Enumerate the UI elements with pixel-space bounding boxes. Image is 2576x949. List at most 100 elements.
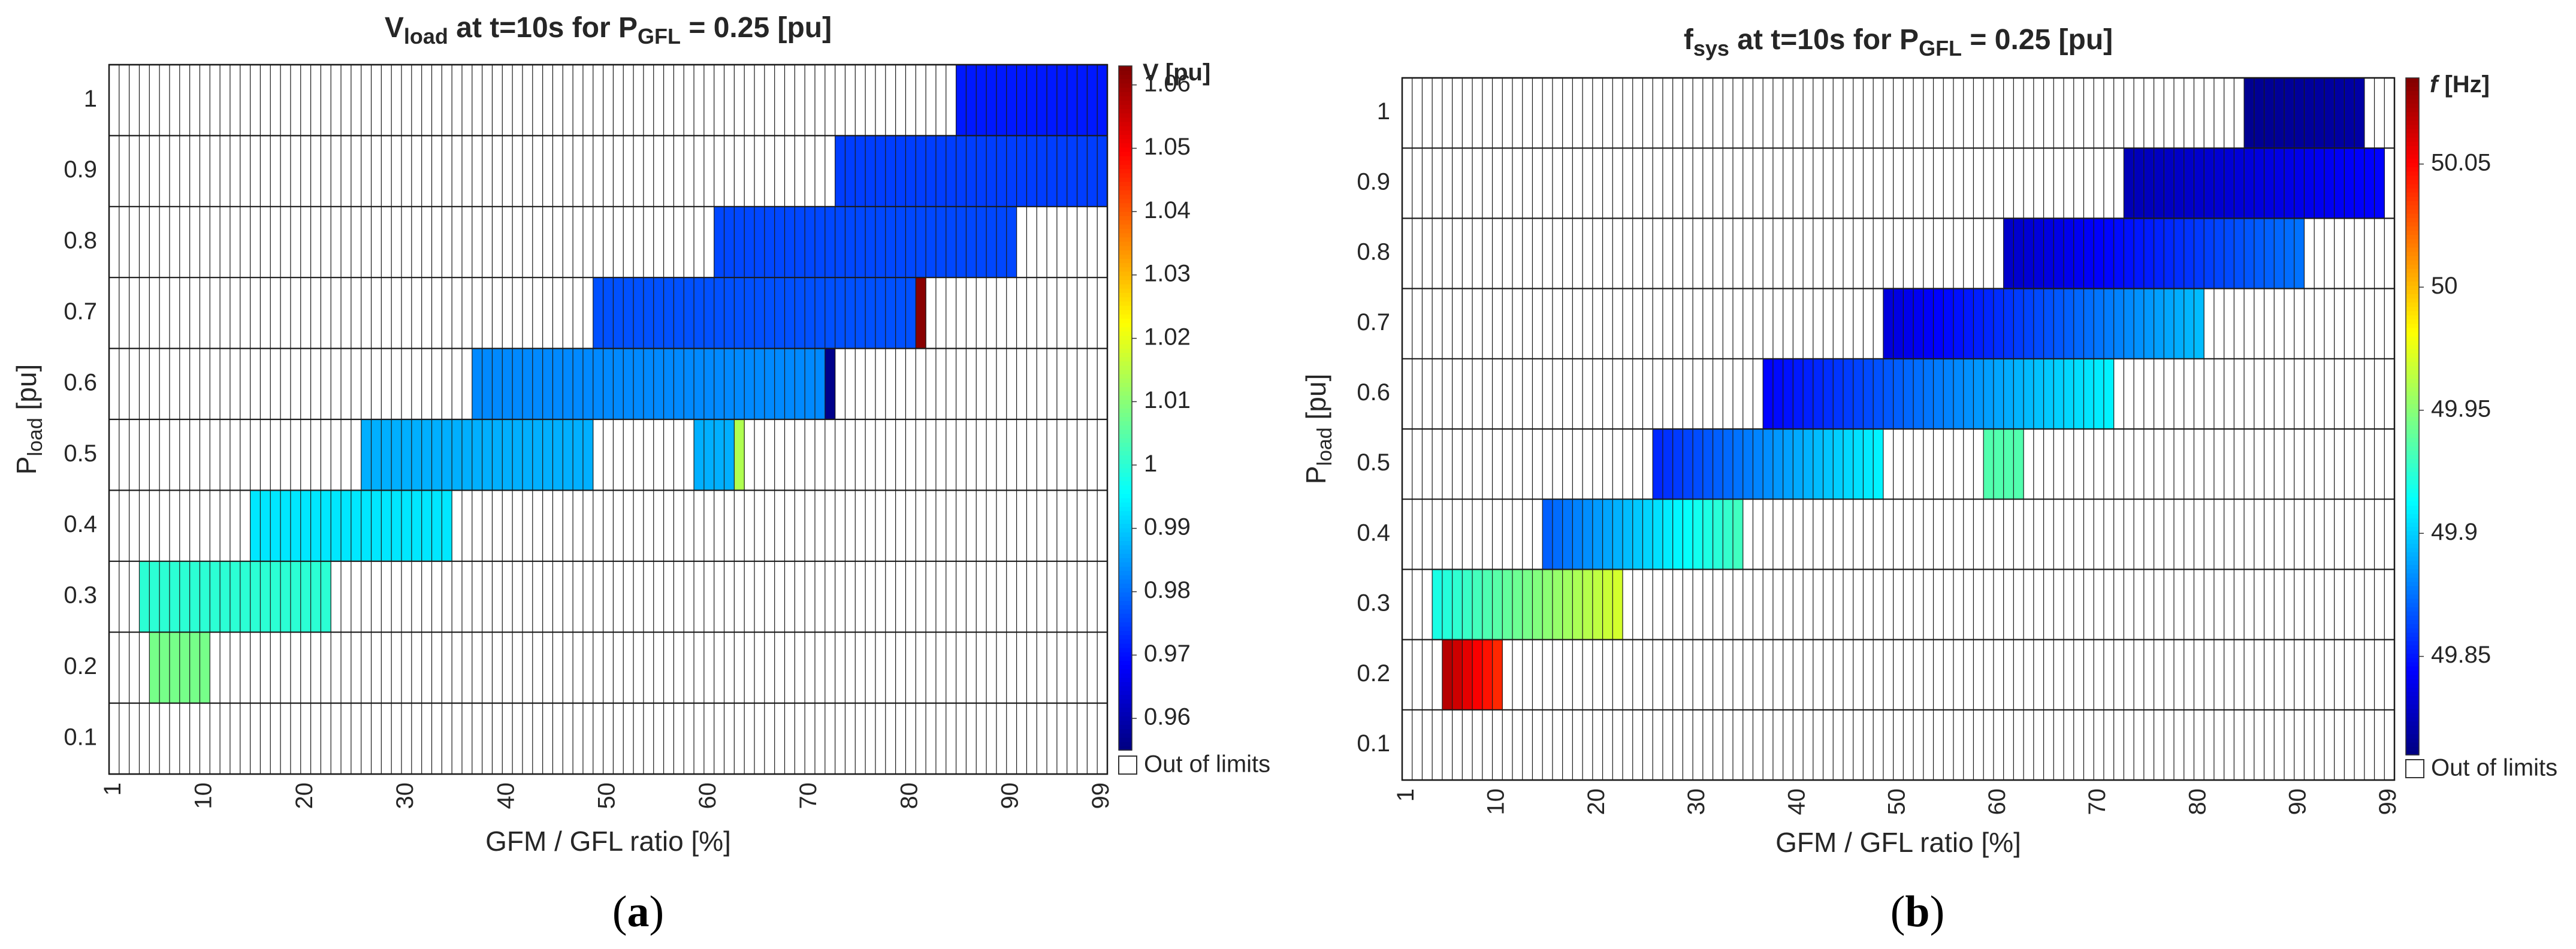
chart0-cell-p6-x39: [492, 348, 503, 419]
chart0-colorbar-band: [1119, 70, 1132, 75]
chart0-cell-p5-x35: [452, 419, 463, 491]
chart1-colorbar-band: [2406, 132, 2419, 138]
chart1-cell-p8-x70: [2094, 218, 2104, 289]
chart1-cell-p7-x53: [1923, 288, 1934, 359]
chart0-colorbar-band: [1119, 168, 1132, 174]
chart0-colorbar-band: [1119, 442, 1132, 448]
chart1-colorbar-band: [2406, 534, 2419, 540]
chart1-colorbar-band: [2406, 323, 2419, 328]
chart1-colorbar-tick-label: 50: [2431, 273, 2458, 299]
chart0-colorbar-band: [1119, 369, 1132, 374]
chart0-cell-p5-x43: [532, 419, 543, 491]
chart1-cell-p7-x57: [1963, 288, 1974, 359]
chart0-colorbar-band: [1119, 553, 1132, 558]
chart1-colorbar-band: [2406, 361, 2419, 367]
chart1-colorbar-band: [2406, 429, 2419, 434]
chart0-cell-p9-x93: [1037, 135, 1047, 207]
chart1-cell-p5-x39: [1783, 429, 1793, 500]
chart1-cell-p8-x63: [2024, 218, 2034, 289]
chart0-cell-p9-x75: [855, 135, 866, 207]
chart0-colorbar-band: [1119, 275, 1132, 280]
chart1-cell-p8-x77: [2164, 218, 2175, 289]
chart0-colorbar-band: [1119, 164, 1132, 170]
chart1-cell-p9-x98: [2374, 148, 2385, 219]
chart0-colorbar-tick-label: 1.05: [1144, 134, 1191, 160]
chart0-colorbar-band: [1119, 527, 1132, 533]
chart1-cell-p6-x63: [2024, 358, 2034, 429]
chart0-cell-p7-x78: [885, 277, 896, 349]
chart1-colorbar-band: [2406, 619, 2419, 624]
chart1-colorbar-band: [2406, 687, 2419, 692]
chart1-cell-p8-x80: [2194, 218, 2204, 289]
chart1-cell-p8-x71: [2103, 218, 2115, 289]
chart0-cell-p9-x96: [1067, 135, 1078, 207]
chart1-cell-p9-x87: [2264, 148, 2275, 219]
chart1-cell-p8-x86: [2254, 218, 2265, 289]
chart1-cell-p3-x21: [1602, 569, 1613, 640]
chart1-colorbar-band: [2406, 497, 2419, 502]
chart1-colorbar-band: [2406, 200, 2419, 205]
chart1-colorbar-band: [2406, 213, 2419, 218]
chart1-cell-p6-x40: [1793, 358, 1804, 429]
chart1-cell-p4-x22: [1612, 499, 1623, 570]
chart0-colorbar-band: [1119, 591, 1132, 597]
chart0-colorbar-tick-label: 1: [1144, 451, 1157, 477]
chart1-cell-p6-x66: [2053, 358, 2064, 429]
chart0-colorbar-band: [1119, 715, 1132, 721]
chart1-cell-p9-x88: [2274, 148, 2285, 219]
chart1-cell-p7-x63: [2024, 288, 2034, 359]
chart0-colorbar-band: [1119, 121, 1132, 126]
chart1-cell-p8-x81: [2204, 218, 2215, 289]
chart0-cell-p7-x73: [835, 277, 846, 349]
chart1-xtick-label: 60: [1984, 788, 2010, 815]
chart1-cell-p4-x25: [1642, 499, 1653, 570]
chart1-cell-p7-x71: [2103, 288, 2115, 359]
chart0-cell-p8-x65: [754, 206, 765, 278]
chart1-colorbar-band: [2406, 107, 2419, 113]
chart1-title: fsys at t=10s for PGFL = 0.25 [pu]: [1684, 24, 2113, 61]
chart1-cell-p5-x48: [1873, 429, 1884, 500]
chart1-cell-p4-x32: [1713, 499, 1723, 570]
chart0-cell-p5-x44: [542, 419, 554, 491]
chart1-colorbar-band: [2406, 488, 2419, 493]
chart0-cell-p9-x83: [935, 135, 947, 207]
chart0-colorbar-band: [1119, 605, 1132, 610]
chart0-colorbar-band: [1119, 720, 1132, 725]
chart0-xtick-label: 99: [1088, 782, 1114, 809]
chart0-cell-p6-x71: [814, 348, 826, 419]
chart0-xtick-label: 70: [795, 782, 822, 809]
chart0-cell-p4-x27: [371, 490, 382, 561]
chart0-cell-p7-x74: [845, 277, 856, 349]
chart0-cell-p6-x43: [532, 348, 543, 419]
chart0-cell-p2-x9: [189, 632, 201, 703]
chart0-cell-p3-x11: [210, 561, 221, 633]
chart0-cell-p5-x62: [724, 419, 735, 491]
chart0-colorbar-band: [1119, 279, 1132, 285]
chart0-colorbar-band: [1119, 446, 1132, 452]
chart1-colorbar-band: [2406, 82, 2419, 87]
chart1-cell-p8-x64: [2033, 218, 2045, 289]
chart0-cell-p5-x40: [502, 419, 513, 491]
chart1-colorbar-border: [2405, 77, 2420, 755]
chart1-cell-p8-x75: [2143, 218, 2155, 289]
chart0-cell-p9-x86: [966, 135, 977, 207]
chart0-cell-p8-x68: [784, 206, 795, 278]
chart0-cell-p5-x45: [552, 419, 563, 491]
chart0-cell-p5-x37: [472, 419, 483, 491]
chart0-colorbar-band: [1119, 203, 1132, 208]
chart1-cell-p6-x48: [1873, 358, 1884, 429]
chart0-cell-p3-x17: [270, 561, 281, 633]
caption-b-letter: b: [1905, 887, 1930, 936]
chart0-cell-p6-x44: [542, 348, 554, 419]
chart0-cell-p9-x79: [895, 135, 907, 207]
chart1-cell-p4-x20: [1592, 499, 1603, 570]
chart0-cell-p10-x92: [1026, 65, 1037, 136]
chart0-cell-p5-x60: [703, 419, 715, 491]
chart0-cell-p5-x34: [442, 419, 452, 491]
chart1-cell-p6-x69: [2083, 358, 2094, 429]
chart1-colorbar-band: [2406, 513, 2419, 519]
chart1-ytick-label: 0.6: [1357, 379, 1390, 406]
chart0-cell-p2-x6: [159, 632, 170, 703]
chart0-colorbar-band: [1119, 681, 1132, 687]
chart0-cell-p9-x87: [976, 135, 987, 207]
